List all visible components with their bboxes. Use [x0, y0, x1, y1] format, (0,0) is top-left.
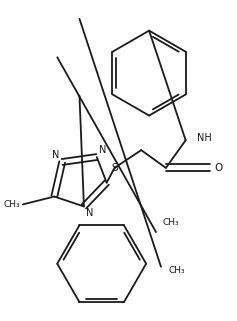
Text: N: N	[86, 208, 93, 218]
Text: CH₃: CH₃	[163, 218, 180, 227]
Text: CH₃: CH₃	[3, 200, 20, 209]
Text: NH: NH	[197, 133, 212, 143]
Text: N: N	[99, 145, 106, 155]
Text: CH₃: CH₃	[169, 266, 186, 275]
Text: O: O	[214, 163, 223, 173]
Text: S: S	[111, 163, 118, 173]
Text: N: N	[52, 150, 59, 160]
